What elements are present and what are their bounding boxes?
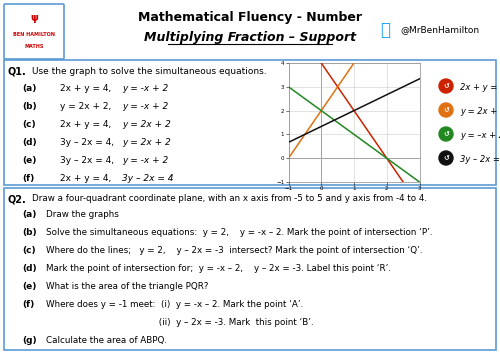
Text: Where does y = -1 meet:  (i)  y = -x – 2. Mark the point ‘A’.: Where does y = -1 meet: (i) y = -x – 2. … bbox=[46, 300, 303, 309]
FancyBboxPatch shape bbox=[4, 60, 496, 185]
Text: y = 2x + 2: y = 2x + 2 bbox=[122, 120, 171, 129]
Text: 2x + y = 4,: 2x + y = 4, bbox=[60, 174, 111, 183]
Text: (f): (f) bbox=[22, 300, 34, 309]
Text: (b): (b) bbox=[22, 102, 36, 111]
Text: Mark the point of intersection for;  y = -x – 2,    y – 2x = -3. Label this poin: Mark the point of intersection for; y = … bbox=[46, 264, 391, 273]
Text: y = 2x + 2,: y = 2x + 2, bbox=[60, 102, 111, 111]
Text: 🐦: 🐦 bbox=[380, 21, 390, 39]
Circle shape bbox=[439, 151, 453, 165]
Text: (c): (c) bbox=[22, 120, 36, 129]
Text: (a): (a) bbox=[22, 210, 36, 219]
Circle shape bbox=[439, 79, 453, 93]
Text: (g): (g) bbox=[22, 336, 36, 345]
Text: (f): (f) bbox=[22, 174, 34, 183]
Text: y = 2x + 2: y = 2x + 2 bbox=[460, 107, 500, 116]
Text: ψ: ψ bbox=[30, 13, 38, 23]
Text: ↺: ↺ bbox=[443, 107, 449, 113]
Text: Where do the lines;   y = 2,    y – 2x = -3  intersect? Mark the point of inters: Where do the lines; y = 2, y – 2x = -3 i… bbox=[46, 246, 422, 255]
Text: 3y – 2x = 4,: 3y – 2x = 4, bbox=[60, 156, 114, 165]
Text: 2x + y = 4: 2x + y = 4 bbox=[460, 83, 500, 92]
Text: (ii)  y – 2x = -3. Mark  this point ‘B’.: (ii) y – 2x = -3. Mark this point ‘B’. bbox=[46, 318, 314, 327]
Text: What is the area of the triangle PQR?: What is the area of the triangle PQR? bbox=[46, 282, 208, 291]
Text: y = 2x + 2: y = 2x + 2 bbox=[122, 138, 171, 147]
Text: (c): (c) bbox=[22, 246, 36, 255]
Text: 2x + y = 4,: 2x + y = 4, bbox=[60, 120, 111, 129]
FancyBboxPatch shape bbox=[4, 188, 496, 350]
Text: 3y – 2x = 4: 3y – 2x = 4 bbox=[122, 174, 174, 183]
Text: 3y – 2x = 4,: 3y – 2x = 4, bbox=[60, 138, 114, 147]
Text: (d): (d) bbox=[22, 138, 36, 147]
Text: Solve the simultaneous equations:  y = 2,    y = -x – 2. Mark the point of inter: Solve the simultaneous equations: y = 2,… bbox=[46, 228, 432, 237]
Text: Mathematical Fluency - Number: Mathematical Fluency - Number bbox=[138, 12, 362, 24]
FancyBboxPatch shape bbox=[4, 4, 64, 59]
Text: (b): (b) bbox=[22, 228, 36, 237]
Text: y = –x + 2: y = –x + 2 bbox=[460, 131, 500, 140]
Text: (e): (e) bbox=[22, 282, 36, 291]
Text: Draw a four-quadrant coordinate plane, with an x axis from -5 to 5 and y axis fr: Draw a four-quadrant coordinate plane, w… bbox=[32, 194, 427, 203]
Text: (e): (e) bbox=[22, 156, 36, 165]
Text: 3y – 2x = 4: 3y – 2x = 4 bbox=[460, 155, 500, 164]
Text: ↺: ↺ bbox=[443, 83, 449, 89]
Circle shape bbox=[439, 103, 453, 117]
Text: BEN HAMILTON: BEN HAMILTON bbox=[13, 32, 55, 37]
Text: y = -x + 2: y = -x + 2 bbox=[122, 84, 168, 93]
Text: Draw the graphs: Draw the graphs bbox=[46, 210, 119, 219]
Text: Calculate the area of ABPQ.: Calculate the area of ABPQ. bbox=[46, 336, 167, 345]
Text: (d): (d) bbox=[22, 264, 36, 273]
Text: (a): (a) bbox=[22, 84, 36, 93]
Text: Q2.: Q2. bbox=[8, 194, 27, 204]
Text: @MrBenHamilton: @MrBenHamilton bbox=[400, 25, 479, 35]
Text: y = -x + 2: y = -x + 2 bbox=[122, 156, 168, 165]
Text: 2x + y = 4,: 2x + y = 4, bbox=[60, 84, 111, 93]
Text: ↺: ↺ bbox=[443, 155, 449, 161]
Text: Q1.: Q1. bbox=[8, 67, 27, 77]
Text: ↺: ↺ bbox=[443, 131, 449, 137]
Text: Use the graph to solve the simultaneous equations.: Use the graph to solve the simultaneous … bbox=[32, 67, 266, 76]
Text: y = -x + 2: y = -x + 2 bbox=[122, 102, 168, 111]
Text: Multiplying Fraction – Support: Multiplying Fraction – Support bbox=[144, 30, 356, 43]
Text: MATHS: MATHS bbox=[24, 43, 44, 48]
Circle shape bbox=[439, 127, 453, 141]
